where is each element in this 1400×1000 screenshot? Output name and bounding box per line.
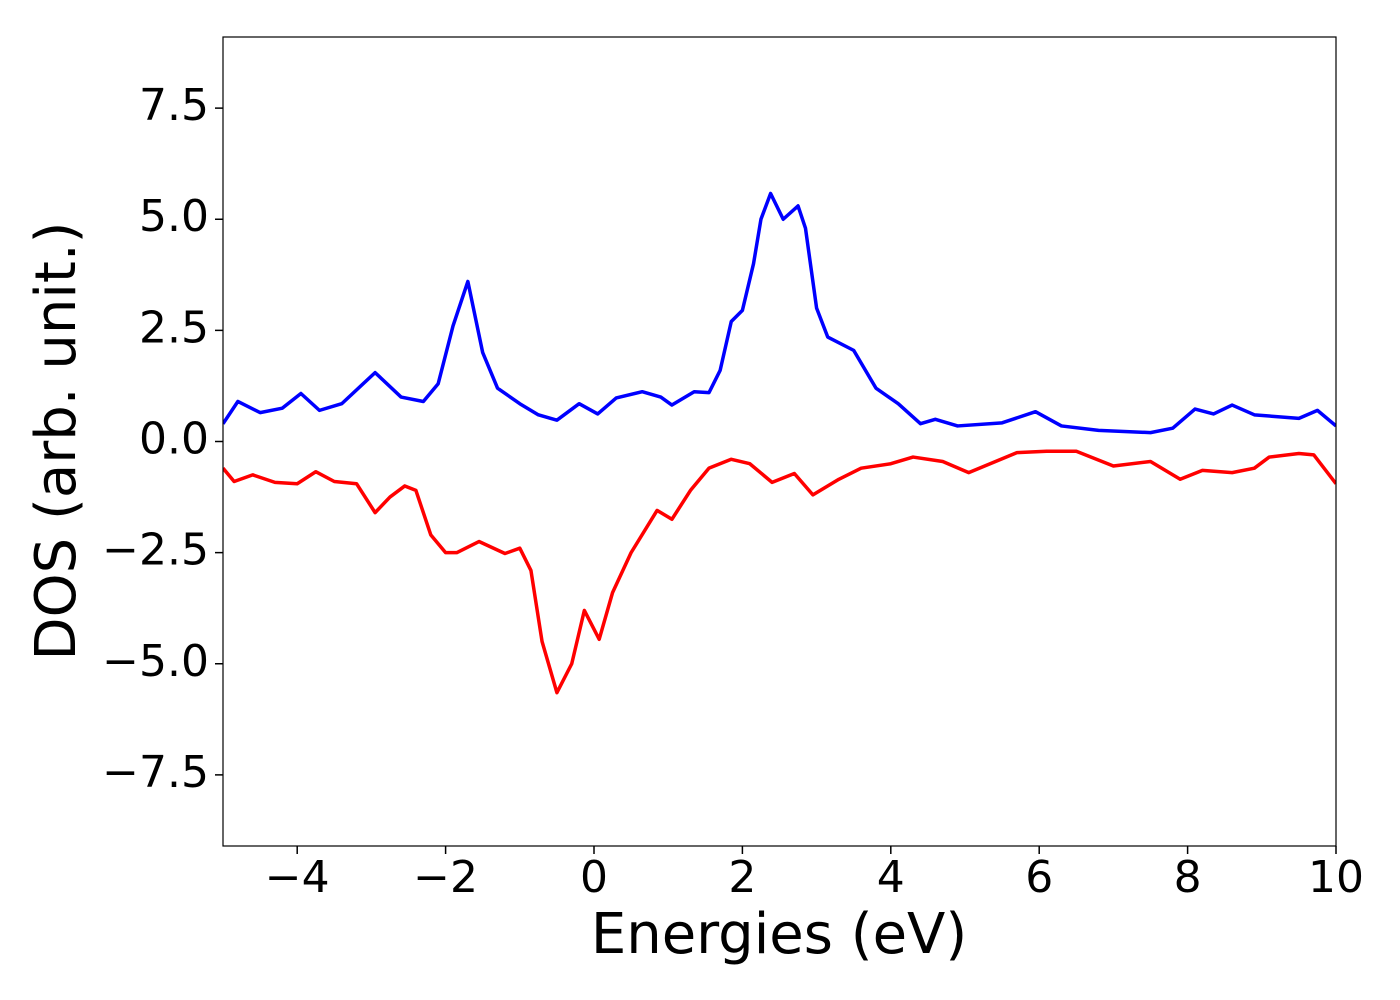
y-tick-label: 5.0	[139, 191, 209, 242]
series-line	[223, 191, 1336, 435]
y-tick-label: 7.5	[139, 80, 209, 131]
x-tick-label: −2	[413, 852, 478, 903]
x-tick-label: 10	[1308, 852, 1364, 903]
x-tick-label: 0	[580, 852, 608, 903]
x-tick-label: 2	[728, 852, 756, 903]
y-tick-label: 0.0	[139, 414, 209, 465]
y-tick-label: −5.0	[102, 636, 209, 687]
x-tick-label: −4	[265, 852, 330, 903]
x-tick-label: 6	[1025, 852, 1053, 903]
y-tick-label: 2.5	[139, 302, 209, 353]
x-tick-label: 8	[1174, 852, 1202, 903]
y-tick-label: −7.5	[102, 747, 209, 798]
x-tick-label: 4	[877, 852, 905, 903]
plot-frame	[222, 36, 1337, 847]
y-tick-label: −2.5	[102, 525, 209, 576]
x-axis-label: Energies (eV)	[591, 902, 967, 967]
series-line	[223, 449, 1336, 695]
y-axis-label: DOS (arb. unit.)	[24, 221, 89, 660]
